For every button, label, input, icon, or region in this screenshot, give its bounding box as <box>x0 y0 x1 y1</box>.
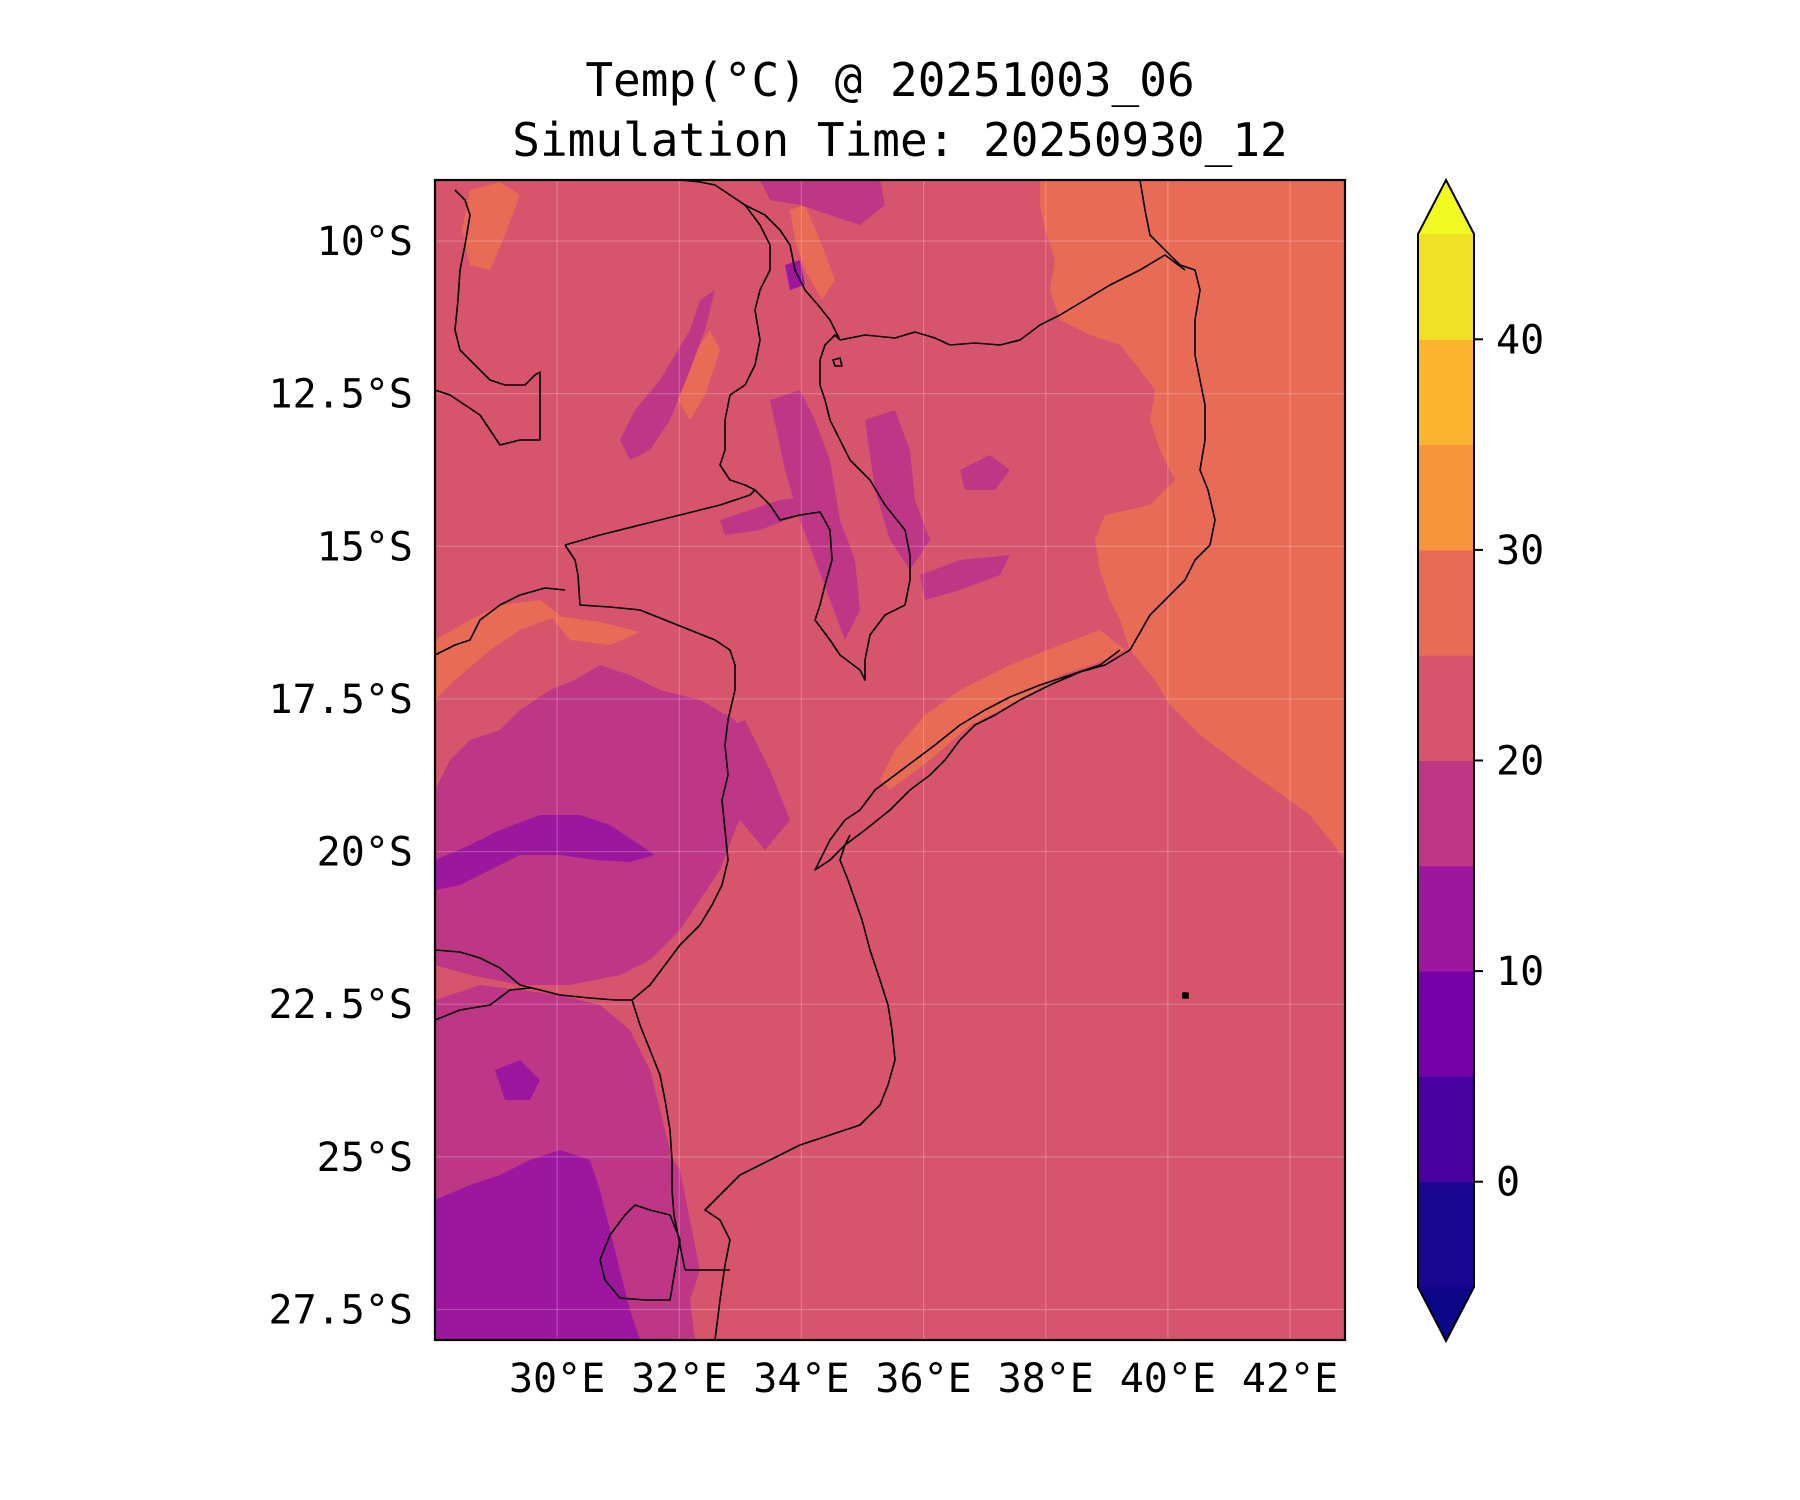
temperature-field <box>435 180 1345 1340</box>
colorbar-segment <box>1418 234 1474 340</box>
temp-band-10-15-sa-3 <box>495 1060 540 1100</box>
temp-band-25-30-nw-3 <box>790 205 835 300</box>
x-tick-label: 40°E <box>1120 1356 1216 1402</box>
colorbar-tick-label: 20 <box>1496 739 1544 785</box>
colorbar-outline <box>1417 177 1475 1344</box>
temp-band-15-20-tz <box>960 455 1010 490</box>
x-tick-label: 42°E <box>1242 1356 1338 1402</box>
border-malawi-tanzania <box>839 254 1186 346</box>
temp-band-25-30-nw-2 <box>678 330 720 420</box>
colorbar-segment <box>1418 339 1474 446</box>
x-tick-label: 38°E <box>998 1356 1094 1402</box>
temp-band-10-15-north <box>785 260 805 290</box>
temp-band-15-20-moz <box>920 555 1010 600</box>
border-moz-zambia <box>564 489 756 546</box>
temp-band-15-20-zim-east <box>720 720 790 850</box>
temp-band-25-30-west <box>435 600 560 700</box>
border-zambia-malawi-west <box>719 204 771 491</box>
temp-band-15-20-north <box>760 180 885 225</box>
y-tick-label: 20°S <box>317 830 413 876</box>
colorbar-segment <box>1418 1076 1474 1183</box>
temp-band-10-15-zim <box>435 815 655 890</box>
y-tick-label: 22.5°S <box>269 982 414 1028</box>
map-frame <box>433 178 1347 1342</box>
temp-band-25-30-west-2 <box>550 615 640 645</box>
colorbar-segment <box>1418 760 1474 867</box>
x-tick-label: 30°E <box>509 1356 605 1402</box>
border-sa-moz <box>631 999 686 1271</box>
x-tick-label: 32°E <box>631 1356 727 1402</box>
colorbar-tick-label: 10 <box>1496 949 1544 995</box>
colorbar-tick-label: 30 <box>1496 528 1544 574</box>
country-boundaries <box>435 180 1216 1340</box>
temp-band-10-15-sa-2 <box>560 1160 595 1220</box>
y-tick-label: 25°S <box>317 1135 413 1181</box>
colorbar-over-extension <box>1418 180 1474 234</box>
map-title-line1: Temp(°C) @ 20251003_06 <box>585 53 1195 107</box>
x-tick-label: 36°E <box>875 1356 971 1402</box>
border-botswana-sa <box>435 987 531 1021</box>
colorbar-under-extension <box>1418 1287 1474 1341</box>
colorbar-tick-label: 40 <box>1496 317 1544 363</box>
temp-band-15-20-zambia <box>620 290 715 460</box>
map-title-line2: Simulation Time: 20250930_12 <box>512 113 1288 167</box>
temp-band-15-20-moz-2 <box>720 495 820 535</box>
border-zim-south <box>435 949 632 1001</box>
border-zim-zambia <box>435 587 566 656</box>
border-zim-moz <box>564 544 736 1001</box>
colorbar-segment <box>1418 549 1474 656</box>
temp-band-25-30-coast <box>880 630 1125 790</box>
colorbar-segment <box>1418 444 1474 551</box>
x-tick-label: 34°E <box>753 1356 849 1402</box>
y-tick-label: 15°S <box>317 524 413 570</box>
temp-band-15-20-malawi <box>770 390 860 640</box>
border-eswatini <box>599 1204 681 1301</box>
y-tick-label: 10°S <box>317 219 413 265</box>
border-malawi-zambia-north <box>679 180 841 341</box>
map-gridlines <box>435 180 1345 1340</box>
colorbar: 0 10 20 30 40 <box>1417 177 1544 1344</box>
border-zambia-malawi <box>754 334 911 681</box>
coastline <box>704 180 1216 1340</box>
colorbar-segment <box>1418 655 1474 761</box>
colorbar-segment <box>1418 1181 1474 1288</box>
island-likoma <box>832 357 843 367</box>
y-tick-label: 17.5°S <box>269 677 414 723</box>
y-tick-label: 27.5°S <box>269 1287 414 1333</box>
colorbar-segment <box>1418 971 1474 1077</box>
island-comoros <box>1182 992 1189 999</box>
colorbar-tick-label: 0 <box>1496 1160 1520 1206</box>
latitude-tick-labels: 10°S 12.5°S 15°S 17.5°S 20°S 22.5°S 25°S 27.5°S <box>269 219 414 1333</box>
temp-band-15-20-malawi-2 <box>865 410 930 570</box>
temp-band-15-20-sa-east <box>640 1140 700 1300</box>
border-zambia-drc <box>435 189 541 446</box>
temp-band-25-30-nw-1 <box>462 182 520 270</box>
longitude-tick-labels: 30°E 32°E 34°E 36°E 38°E 40°E 42°E <box>509 1356 1338 1402</box>
temp-band-25-30-east <box>1040 180 1345 860</box>
y-tick-label: 12.5°S <box>269 372 414 418</box>
colorbar-segment <box>1418 865 1474 972</box>
